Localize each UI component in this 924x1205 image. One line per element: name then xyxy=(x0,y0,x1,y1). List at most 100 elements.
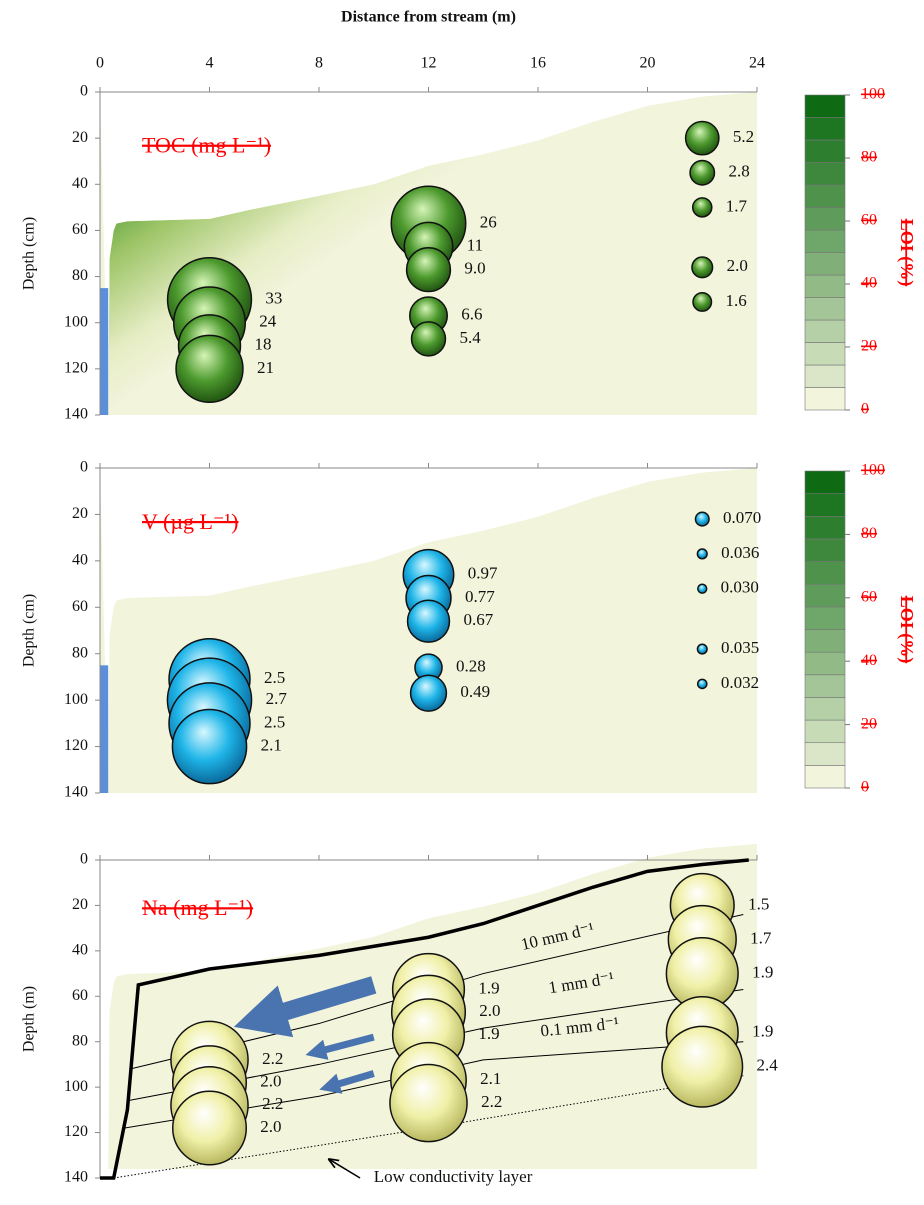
colorbar-tick-label: 60 xyxy=(861,212,877,229)
colorbar-tick-label: 100 xyxy=(861,462,885,479)
ground-above xyxy=(100,92,757,415)
annotation: Low conductivity layer xyxy=(374,1167,533,1186)
bubble xyxy=(696,678,708,690)
data-label: 0.77 xyxy=(465,587,495,606)
ground-above xyxy=(100,468,757,793)
colorbar-tick-label: 20 xyxy=(861,715,877,732)
colorbar-band xyxy=(804,606,846,630)
bubble xyxy=(691,256,714,279)
x-tick-label: 0 xyxy=(96,55,104,72)
data-label: 2.2 xyxy=(481,1092,502,1111)
colorbar-title: LOI (%) xyxy=(896,219,917,287)
stream-water xyxy=(100,665,109,793)
bubble xyxy=(171,1090,248,1166)
colorbar-band xyxy=(804,561,846,585)
colorbar-band xyxy=(804,117,846,141)
x-axis-title: Distance from stream (m) xyxy=(341,9,516,26)
data-label: 18 xyxy=(254,335,271,354)
y-tick-label: 20 xyxy=(72,896,88,913)
colorbar-tick-label: 100 xyxy=(861,86,885,103)
data-label: 21 xyxy=(257,358,274,377)
x-tick-label: 16 xyxy=(530,55,546,72)
data-label: 2.0 xyxy=(727,256,748,275)
data-label: 1.6 xyxy=(725,291,746,310)
data-label: 0.070 xyxy=(723,508,761,527)
bubble xyxy=(692,291,713,312)
panel: 0 20 40 60 80 100 120 140 Depth (cm) V (µg L⁻¹) 2.… xyxy=(21,459,917,1169)
panel: 0 20 40 60 80 100 120 140 0 4 8 12 16 20 24 Distance fr… xyxy=(21,9,917,423)
data-label: 2.1 xyxy=(480,1069,501,1088)
colorbar-band xyxy=(804,274,846,298)
colorbar-band xyxy=(804,765,846,789)
bubble xyxy=(405,247,452,293)
colorbar-band xyxy=(804,184,846,208)
y-tick-label: 140 xyxy=(64,784,88,801)
colorbar-band xyxy=(804,719,846,744)
colorbar-tick-label: 40 xyxy=(861,652,877,669)
data-label: 2.4 xyxy=(757,1056,779,1075)
colorbar-title: LOI (%) xyxy=(896,596,917,664)
data-label: 2.8 xyxy=(728,162,749,181)
colorbar-band xyxy=(804,583,846,608)
colorbar-band xyxy=(804,697,846,721)
x-tick-label: 8 xyxy=(315,55,323,72)
data-label: 1.9 xyxy=(478,978,499,997)
bubble xyxy=(689,159,716,186)
bubble xyxy=(406,599,451,643)
data-label: 0.030 xyxy=(721,578,759,597)
data-label: 2.0 xyxy=(260,1117,281,1136)
y-tick-label: 60 xyxy=(72,598,88,615)
colorbar-band xyxy=(804,651,846,676)
colorbar-band xyxy=(804,162,846,186)
x-tick-label: 4 xyxy=(206,55,214,72)
flow-arrow xyxy=(319,1070,375,1094)
bubble xyxy=(696,643,708,655)
colorbar-band xyxy=(804,364,846,388)
data-label: 1.9 xyxy=(752,962,773,981)
data-label: 24 xyxy=(259,312,277,331)
y-tick-label: 80 xyxy=(72,267,88,284)
colorbar-tick-label: 20 xyxy=(861,338,877,355)
bubble xyxy=(684,120,720,156)
annotation-arrow xyxy=(330,1160,361,1179)
data-label: 33 xyxy=(265,289,282,308)
bubble xyxy=(410,321,447,357)
y-tick-label: 40 xyxy=(72,942,88,959)
chart-title: Na (mg L⁻¹) xyxy=(142,895,253,920)
colorbar-band xyxy=(804,387,846,411)
chart-title: V (µg L⁻¹) xyxy=(142,509,238,534)
y-tick-label: 0 xyxy=(80,459,88,476)
bubble xyxy=(697,583,708,594)
colorbar-band xyxy=(804,252,846,276)
colorbar-band xyxy=(804,629,846,653)
data-label: 0.97 xyxy=(468,564,498,583)
colorbar-tick-label: 0 xyxy=(861,401,869,418)
bubble xyxy=(661,1025,744,1108)
colorbar-band xyxy=(804,538,846,562)
colorbar-tick-label: 80 xyxy=(861,525,877,542)
y-tick-label: 0 xyxy=(80,851,88,868)
colorbar-tick-label: 0 xyxy=(861,779,869,796)
colorbar-band xyxy=(804,297,846,321)
y-axis-title: Depth (cm) xyxy=(21,217,38,290)
data-label: 1.9 xyxy=(478,1024,499,1043)
bubble xyxy=(694,511,710,527)
bubble xyxy=(389,1063,468,1143)
data-label: 9.0 xyxy=(464,259,485,278)
y-tick-label: 20 xyxy=(72,505,88,522)
data-label: 11 xyxy=(467,235,483,254)
bubble xyxy=(409,674,448,712)
data-label: 2.7 xyxy=(266,689,288,708)
y-tick-label: 40 xyxy=(72,552,88,569)
data-label: 1.9 xyxy=(752,1022,773,1041)
y-tick-label: 60 xyxy=(72,987,88,1004)
y-tick-label: 120 xyxy=(64,737,88,754)
y-tick-label: 0 xyxy=(80,83,88,100)
data-label: 2.0 xyxy=(479,1001,500,1020)
colorbar-tick-label: 60 xyxy=(861,588,877,605)
data-label: 0.036 xyxy=(721,543,759,562)
data-label: 1.7 xyxy=(726,196,748,215)
data-label: 5.2 xyxy=(733,127,754,146)
y-tick-label: 120 xyxy=(64,360,88,377)
